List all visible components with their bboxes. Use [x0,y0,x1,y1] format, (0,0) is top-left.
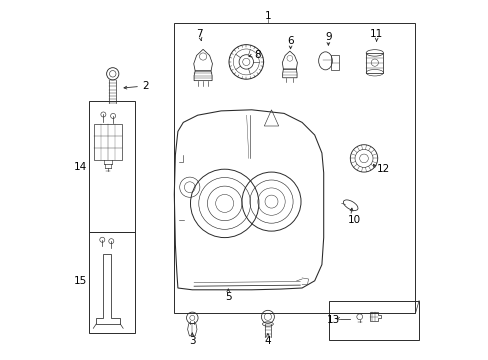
Text: 2: 2 [142,81,148,91]
Text: 11: 11 [369,29,383,39]
Bar [366,53,383,73]
Bar [330,55,339,70]
Bar [89,101,134,232]
Text: 9: 9 [325,32,331,42]
Text: 6: 6 [286,36,293,46]
Text: 8: 8 [254,50,261,60]
Text: 4: 4 [264,336,271,346]
Text: 7: 7 [196,29,203,39]
Text: 5: 5 [224,292,231,302]
Text: 1: 1 [264,11,271,21]
Text: 13: 13 [326,315,340,325]
Text: 10: 10 [347,215,360,225]
Text: 14: 14 [74,162,87,172]
Bar [174,23,415,313]
Text: 12: 12 [376,164,389,174]
Bar [328,301,418,340]
Bar [94,124,122,160]
Bar [89,232,134,333]
Text: 3: 3 [188,336,195,346]
Text: 15: 15 [74,276,87,286]
